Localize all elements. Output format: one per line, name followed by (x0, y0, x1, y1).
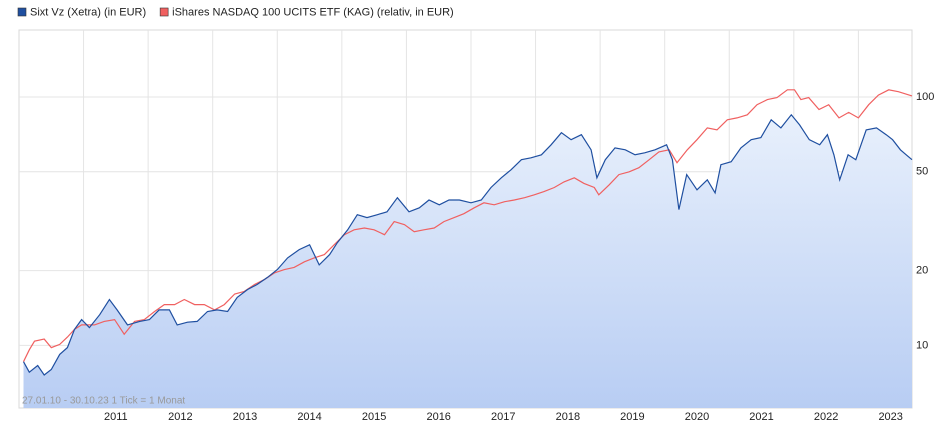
legend-label: Sixt Vz (Xetra) (in EUR) (30, 6, 146, 18)
legend-swatch (159, 7, 169, 17)
note: 27.01.10 - 30.10.23 1 Tick = 1 Monat (22, 396, 185, 407)
legend-swatch (17, 7, 27, 17)
y-tick-label: 100 (916, 91, 934, 103)
x-tick-label: 2020 (685, 411, 709, 423)
x-tick-label: 2015 (362, 411, 386, 423)
x-tick-label: 2021 (749, 411, 773, 423)
x-tick-label: 2016 (426, 411, 450, 423)
line (22, 89, 913, 362)
y-tick-label: 50 (916, 166, 928, 178)
marks (22, 89, 913, 409)
y-tick-label: 20 (916, 265, 928, 277)
y-tick-label: 10 (916, 339, 928, 351)
x-tick-label: 2011 (104, 411, 128, 423)
x-tick-label: 2013 (233, 411, 257, 423)
x-tick-label: 2022 (814, 411, 838, 423)
labels: 10 20 50 100 2011 2012 2013 2014 2015 2016 2017 201… (17, 6, 934, 423)
x-tick-label: 2019 (620, 411, 644, 423)
legend-label: iShares NASDAQ 100 UCITS ETF (KAG) (rela… (172, 6, 454, 18)
x-tick-label: 2014 (297, 411, 321, 423)
x-tick-label: 2018 (556, 411, 580, 423)
x-tick-label: 2023 (878, 411, 902, 423)
area (23, 114, 912, 409)
x-tick-label: 2017 (491, 411, 515, 423)
x-tick-label: 2012 (168, 411, 192, 423)
line (22, 113, 913, 376)
